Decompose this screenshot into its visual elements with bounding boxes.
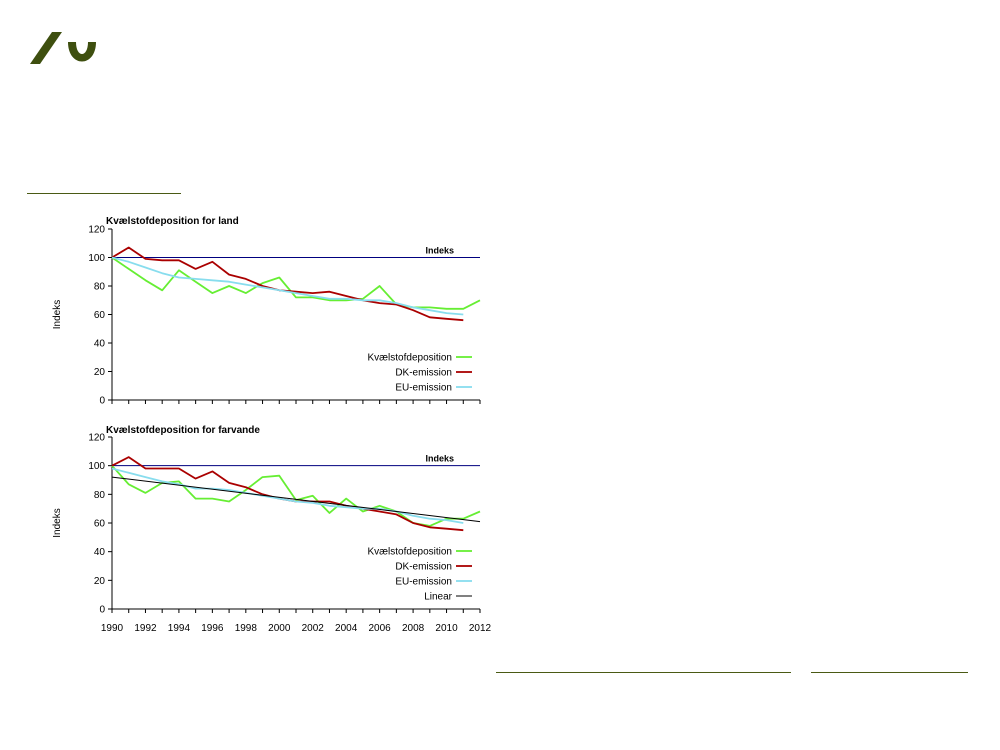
- chart-title: Kvælstofdeposition for farvande: [106, 425, 260, 436]
- y-tick-label: 0: [99, 396, 105, 407]
- y-tick-label: 120: [88, 433, 105, 444]
- x-tick-label: 1998: [235, 623, 258, 634]
- reference-label: Indeks: [425, 454, 454, 464]
- x-tick-label: 1996: [201, 623, 224, 634]
- y-tick-label: 120: [88, 225, 105, 236]
- series-line-dk_emission: [111, 456, 464, 532]
- series-line-eu_emission: [111, 256, 464, 316]
- x-tick-label: 1994: [168, 623, 191, 634]
- series-line-linear: [111, 476, 481, 523]
- nitrogen-deposition-charts: Kvælstofdeposition for land 0 20 40 60 80 100 1…: [52, 216, 492, 634]
- x-tick-label: 1990: [101, 623, 124, 634]
- series-line-dk_emission: [111, 246, 464, 322]
- x-tick-label: 2006: [369, 623, 392, 634]
- y-tick-label: 40: [94, 547, 106, 558]
- x-tick-label: 1992: [134, 623, 157, 634]
- y-tick-label: 40: [94, 339, 106, 350]
- x-tick-label: 2010: [435, 623, 458, 634]
- series-line-kvaelstof: [111, 465, 481, 527]
- y-tick-label: 80: [94, 282, 106, 293]
- series-line-eu_emission: [111, 467, 464, 524]
- y-axis-title: Indeks: [52, 508, 63, 537]
- y-tick-label: 20: [94, 576, 106, 587]
- legend-label-kvaelstof: Kvælstofdeposition: [368, 547, 453, 558]
- y-tick-label: 0: [99, 605, 105, 616]
- y-tick-label: 100: [88, 461, 105, 472]
- y-axis-title: Indeks: [52, 300, 63, 329]
- title-underline-rule: [27, 193, 181, 194]
- legend-label-kvaelstof: Kvælstofdeposition: [368, 353, 453, 364]
- x-tick-label: 2004: [335, 623, 358, 634]
- legend-label-dk_emission: DK-emission: [395, 562, 452, 573]
- reference-label: Indeks: [425, 246, 454, 256]
- y-tick-label: 60: [94, 310, 106, 321]
- chart-title: Kvælstofdeposition for land: [106, 216, 239, 227]
- y-tick-label: 60: [94, 519, 106, 530]
- y-tick-label: 100: [88, 253, 105, 264]
- aarhus-university-logo: [30, 32, 96, 64]
- x-tick-label: 2008: [402, 623, 425, 634]
- x-tick-label: 2000: [268, 623, 291, 634]
- y-tick-label: 80: [94, 490, 106, 501]
- y-tick-label: 20: [94, 367, 106, 378]
- footer-rule-right: [811, 672, 968, 673]
- footer-rule-left: [496, 672, 791, 673]
- x-tick-label: 2002: [302, 623, 325, 634]
- x-tick-label: 2012: [469, 623, 492, 634]
- legend-label-eu_emission: EU-emission: [395, 577, 452, 588]
- legend-label-linear: Linear: [424, 592, 452, 603]
- series-line-kvaelstof: [111, 256, 481, 310]
- legend-label-eu_emission: EU-emission: [395, 383, 452, 394]
- legend-label-dk_emission: DK-emission: [395, 368, 452, 379]
